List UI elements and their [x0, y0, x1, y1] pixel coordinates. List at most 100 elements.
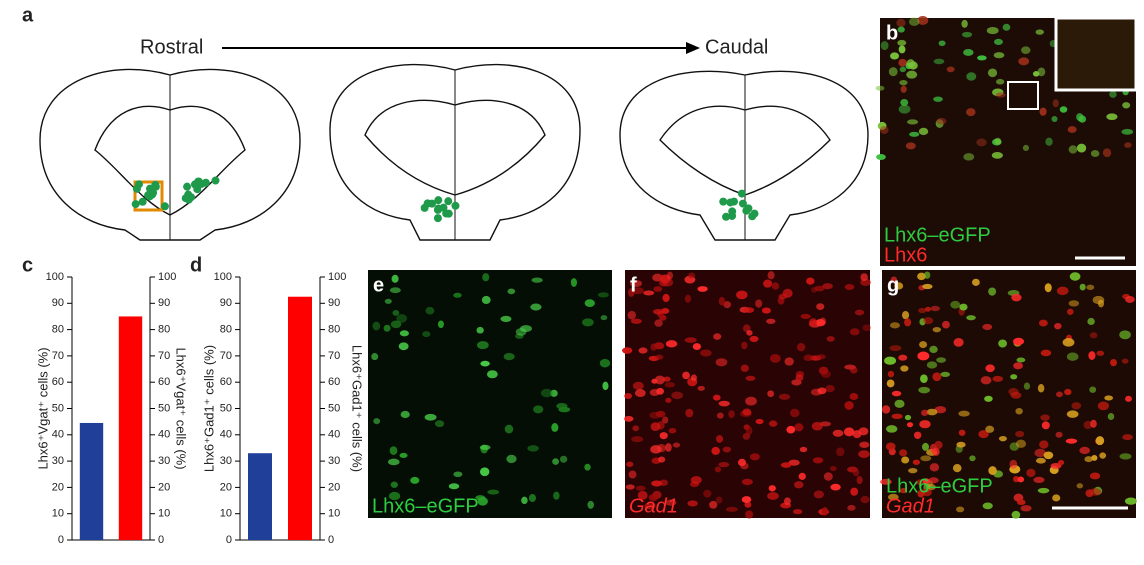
cell — [551, 423, 559, 432]
cell — [929, 463, 940, 472]
cell — [885, 442, 896, 451]
cell — [658, 456, 666, 463]
cell — [520, 325, 532, 333]
cell — [422, 331, 431, 338]
cell — [966, 315, 976, 321]
cell — [684, 337, 697, 343]
cell — [648, 493, 658, 502]
y-tick-label: 100 — [214, 271, 232, 283]
rostral-label: Rostral — [140, 36, 203, 58]
cell — [1122, 102, 1131, 109]
y-tick-label: 100 — [46, 271, 64, 283]
cell — [792, 509, 803, 515]
cell — [1096, 350, 1105, 356]
cell — [644, 502, 656, 510]
cell — [830, 483, 841, 491]
cell — [410, 476, 420, 484]
cell — [1125, 295, 1135, 303]
cell — [624, 392, 633, 400]
cell — [1045, 137, 1053, 146]
cell — [928, 477, 939, 484]
cell — [1076, 143, 1087, 153]
cell — [531, 277, 543, 283]
cell — [626, 461, 634, 467]
cell — [1054, 322, 1062, 330]
cell — [1020, 505, 1032, 512]
y2-tick-label: 40 — [158, 429, 170, 441]
cell — [749, 335, 759, 342]
cell — [830, 466, 837, 472]
cell — [745, 510, 754, 519]
cell — [920, 455, 932, 462]
cell-markers — [131, 176, 759, 223]
cell — [1069, 272, 1081, 281]
cell — [966, 108, 976, 117]
cell — [890, 52, 900, 60]
cell — [1087, 317, 1095, 325]
cell — [889, 322, 900, 329]
cell — [817, 387, 827, 395]
panel-label: a — [22, 4, 34, 26]
cell — [899, 66, 907, 73]
bar — [118, 316, 143, 540]
cell — [570, 278, 578, 287]
marker — [134, 180, 143, 189]
marker — [742, 206, 751, 215]
cell — [987, 68, 998, 78]
stain-label: Lhx6–eGFP — [372, 495, 479, 517]
cell — [814, 285, 825, 292]
cell — [766, 318, 776, 324]
cell — [926, 361, 938, 369]
cell — [371, 353, 379, 361]
cell — [932, 326, 942, 333]
cell — [582, 318, 594, 327]
cell — [1010, 374, 1018, 380]
cell — [994, 137, 1002, 145]
cell — [794, 481, 804, 489]
cell — [556, 403, 568, 409]
y2-tick-label: 50 — [328, 402, 340, 414]
cell — [713, 394, 721, 401]
cell — [627, 288, 635, 297]
cell — [1011, 293, 1022, 302]
cell — [709, 500, 718, 509]
cell — [632, 381, 644, 390]
cell — [946, 66, 955, 73]
cell — [718, 400, 730, 407]
cell — [453, 471, 463, 478]
cell — [1016, 357, 1026, 363]
cell — [625, 484, 635, 490]
cell — [794, 423, 804, 432]
marker — [195, 177, 204, 186]
cell — [899, 487, 908, 494]
cell — [476, 341, 489, 350]
cell — [1121, 128, 1134, 135]
cell — [723, 301, 732, 309]
cell — [389, 446, 398, 455]
cell — [1107, 412, 1115, 420]
marker — [442, 209, 451, 218]
cell — [899, 79, 908, 86]
cell — [1055, 431, 1063, 438]
cell — [725, 506, 738, 512]
cell — [799, 446, 808, 453]
cell — [782, 288, 793, 298]
cell — [1051, 116, 1058, 123]
cell — [1013, 475, 1020, 483]
cell — [950, 300, 961, 309]
cell — [881, 405, 891, 414]
cell — [697, 286, 708, 292]
bar — [79, 422, 104, 540]
panel-label: f — [630, 274, 637, 296]
cell — [745, 375, 756, 381]
cell — [1067, 126, 1077, 133]
cell — [623, 415, 634, 422]
cell — [655, 410, 666, 418]
cell — [1002, 23, 1011, 31]
cell — [1052, 99, 1059, 108]
cell — [688, 272, 696, 279]
cell — [700, 349, 712, 357]
cell — [767, 271, 775, 280]
cell — [634, 389, 646, 397]
